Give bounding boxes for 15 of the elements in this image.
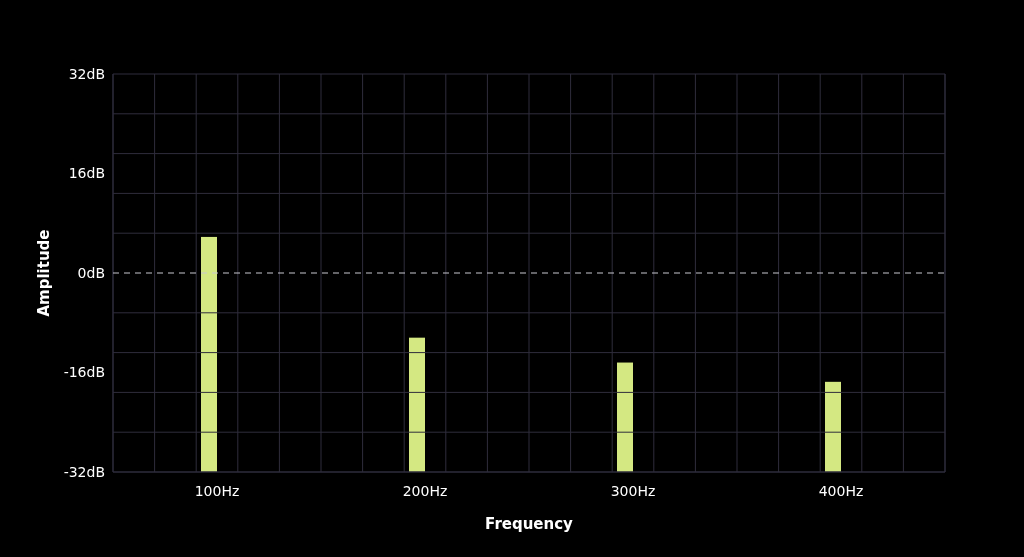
y-axis-title: Amplitude [35,229,54,317]
x-tick-label: 100Hz [194,482,240,499]
y-tick-label: -32dB [63,463,105,480]
x-tick-label: 400Hz [818,482,864,499]
bar [201,236,217,472]
bar [617,362,633,472]
x-tick-label: 300Hz [610,482,656,499]
y-tick-label: 0dB [77,264,105,281]
y-tick-label: -16dB [63,364,105,381]
x-tick-label: 200Hz [402,482,448,499]
y-tick-label: 16dB [68,165,105,182]
bar [825,381,841,472]
bar [409,337,425,472]
y-tick-label: 32dB [68,65,105,82]
x-axis-title: Frequency [485,515,574,533]
